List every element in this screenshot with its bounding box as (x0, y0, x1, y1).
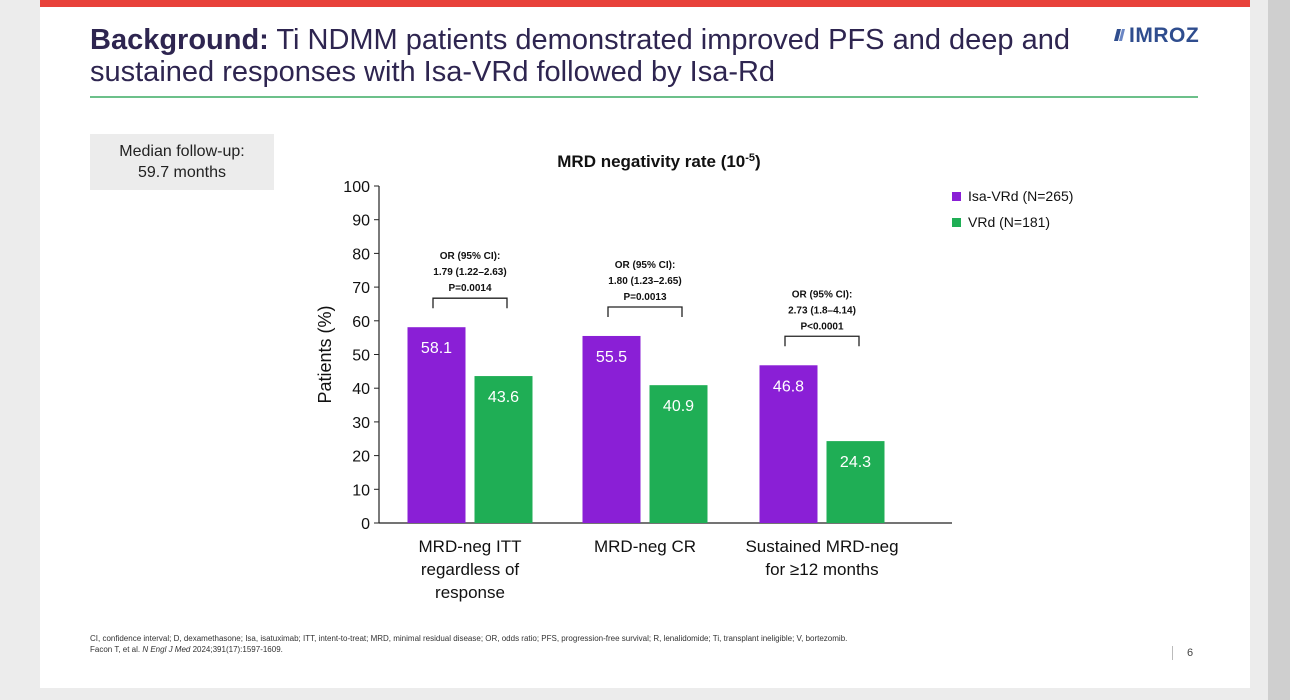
slide-title: Background: Ti NDMM patients demonstrate… (90, 24, 1100, 88)
title-underline (90, 96, 1198, 98)
significance-bracket (784, 335, 860, 347)
chart-title: MRD negativity rate (10-5) (557, 152, 760, 171)
odds-ratio-annotation: 2.73 (1.8–4.14) (788, 305, 856, 316)
odds-ratio-annotation: 1.80 (1.23–2.65) (608, 276, 681, 287)
bar-vrd (826, 441, 885, 523)
x-category-label: MRD-neg CR (594, 537, 696, 556)
slide: Background: Ti NDMM patients demonstrate… (40, 0, 1250, 688)
scrollbar-track[interactable] (1268, 0, 1290, 700)
footnote-citation: Facon T, et al. N Engl J Med 2024;391(17… (90, 645, 283, 654)
y-tick-label: 80 (352, 246, 370, 263)
y-tick-label: 40 (352, 381, 370, 398)
footnote-abbreviations: CI, confidence interval; D, dexamethason… (90, 634, 848, 643)
bar-vrd (474, 376, 533, 523)
x-category-label: MRD-neg ITT (419, 537, 522, 556)
y-tick-label: 90 (352, 213, 370, 230)
page-number: 6 (1187, 647, 1194, 659)
bar-value-label: 58.1 (421, 340, 452, 357)
followup-box: Median follow-up: 59.7 months (90, 134, 274, 190)
x-category-label: regardless of (421, 560, 520, 579)
followup-value: 59.7 months (137, 164, 227, 181)
y-tick-label: 20 (352, 449, 370, 466)
y-tick-label: 60 (352, 314, 370, 331)
y-tick-label: 50 (352, 348, 370, 365)
y-tick-label: 70 (352, 280, 370, 297)
y-tick-label: 30 (352, 415, 370, 432)
logo-text: IMROZ (1129, 24, 1200, 47)
odds-ratio-annotation: 1.79 (1.22–2.63) (433, 267, 506, 278)
legend-swatch (952, 218, 961, 227)
x-category-label: Sustained MRD-neg (745, 537, 898, 556)
odds-ratio-annotation: P<0.0001 (800, 321, 844, 332)
title-text: Ti NDMM patients demonstrated improved P… (90, 24, 1070, 88)
x-category-label: for ≥12 months (765, 560, 878, 579)
significance-bracket (607, 306, 683, 317)
footnote: CI, confidence interval; D, dexamethason… (90, 633, 1140, 655)
y-tick-label: 10 (352, 482, 370, 499)
bar-value-label: 55.5 (596, 349, 627, 366)
mrd-bar-chart: MRD negativity rate (10-5) 0 10 20 30 40 50 60 7… (315, 152, 1073, 602)
odds-ratio-annotation: P=0.0013 (623, 292, 667, 303)
imroz-logo: IMROZ (1112, 24, 1199, 48)
legend-swatch (952, 192, 961, 201)
odds-ratio-annotation: P=0.0014 (448, 283, 492, 294)
bar-value-label: 46.8 (773, 378, 804, 395)
followup-label: Median follow-up: (119, 143, 245, 160)
legend-label: VRd (N=181) (968, 214, 1050, 230)
bar-isa-vrd (407, 327, 466, 523)
y-tick-label: 0 (361, 516, 370, 533)
x-category-label: response (435, 583, 505, 602)
bar-isa-vrd (582, 335, 641, 523)
page-number-divider (1172, 646, 1173, 660)
top-accent-band (40, 0, 1250, 7)
bar-value-label: 40.9 (663, 398, 694, 415)
bar-value-label: 24.3 (840, 454, 871, 471)
y-tick-label: 100 (343, 179, 370, 196)
significance-bracket (432, 297, 508, 309)
odds-ratio-annotation: OR (95% CI): (440, 251, 501, 262)
odds-ratio-annotation: OR (95% CI): (792, 289, 853, 300)
y-axis-label: Patients (%) (315, 305, 335, 403)
bar-value-label: 43.6 (488, 389, 519, 406)
legend-label: Isa-VRd (N=265) (968, 188, 1073, 204)
bar-vrd (649, 385, 708, 523)
title-prefix: Background: (90, 24, 269, 56)
logo-mark-icon (1114, 29, 1125, 41)
bar-isa-vrd (759, 365, 818, 523)
odds-ratio-annotation: OR (95% CI): (615, 260, 676, 271)
